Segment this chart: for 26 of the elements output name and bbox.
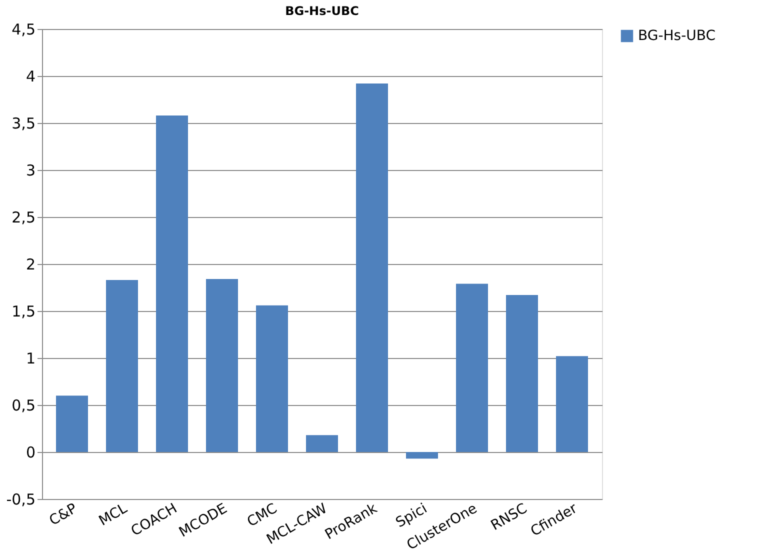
y-tick-label: 1	[26, 350, 36, 368]
y-tick-label: 0	[26, 444, 36, 462]
y-tick-label: 2	[26, 256, 36, 274]
bar	[206, 279, 238, 452]
y-tick-label: 2,5	[12, 208, 36, 226]
bar	[356, 84, 388, 452]
bar	[256, 305, 288, 452]
bar	[556, 356, 588, 452]
bar	[506, 295, 538, 452]
bar	[106, 280, 138, 452]
y-tick-label: 0,5	[12, 396, 36, 414]
chart-title: BG-Hs-UBC	[285, 4, 360, 18]
bar	[456, 284, 488, 452]
bar	[406, 452, 438, 459]
bar	[56, 396, 88, 452]
x-tick-label: MCL	[96, 500, 130, 530]
bar	[156, 115, 188, 452]
legend-label: BG-Hs-UBC	[638, 28, 716, 44]
y-tick-label: 4	[26, 68, 36, 86]
y-tick-label: 3,5	[12, 114, 36, 132]
y-tick-label: 3	[26, 162, 36, 180]
x-tick-label: C&P	[46, 500, 80, 530]
bar	[306, 435, 338, 452]
y-tick-label: 4,5	[12, 20, 36, 38]
y-tick-label: -0,5	[6, 490, 36, 508]
y-tick-label: 1,5	[12, 302, 36, 320]
